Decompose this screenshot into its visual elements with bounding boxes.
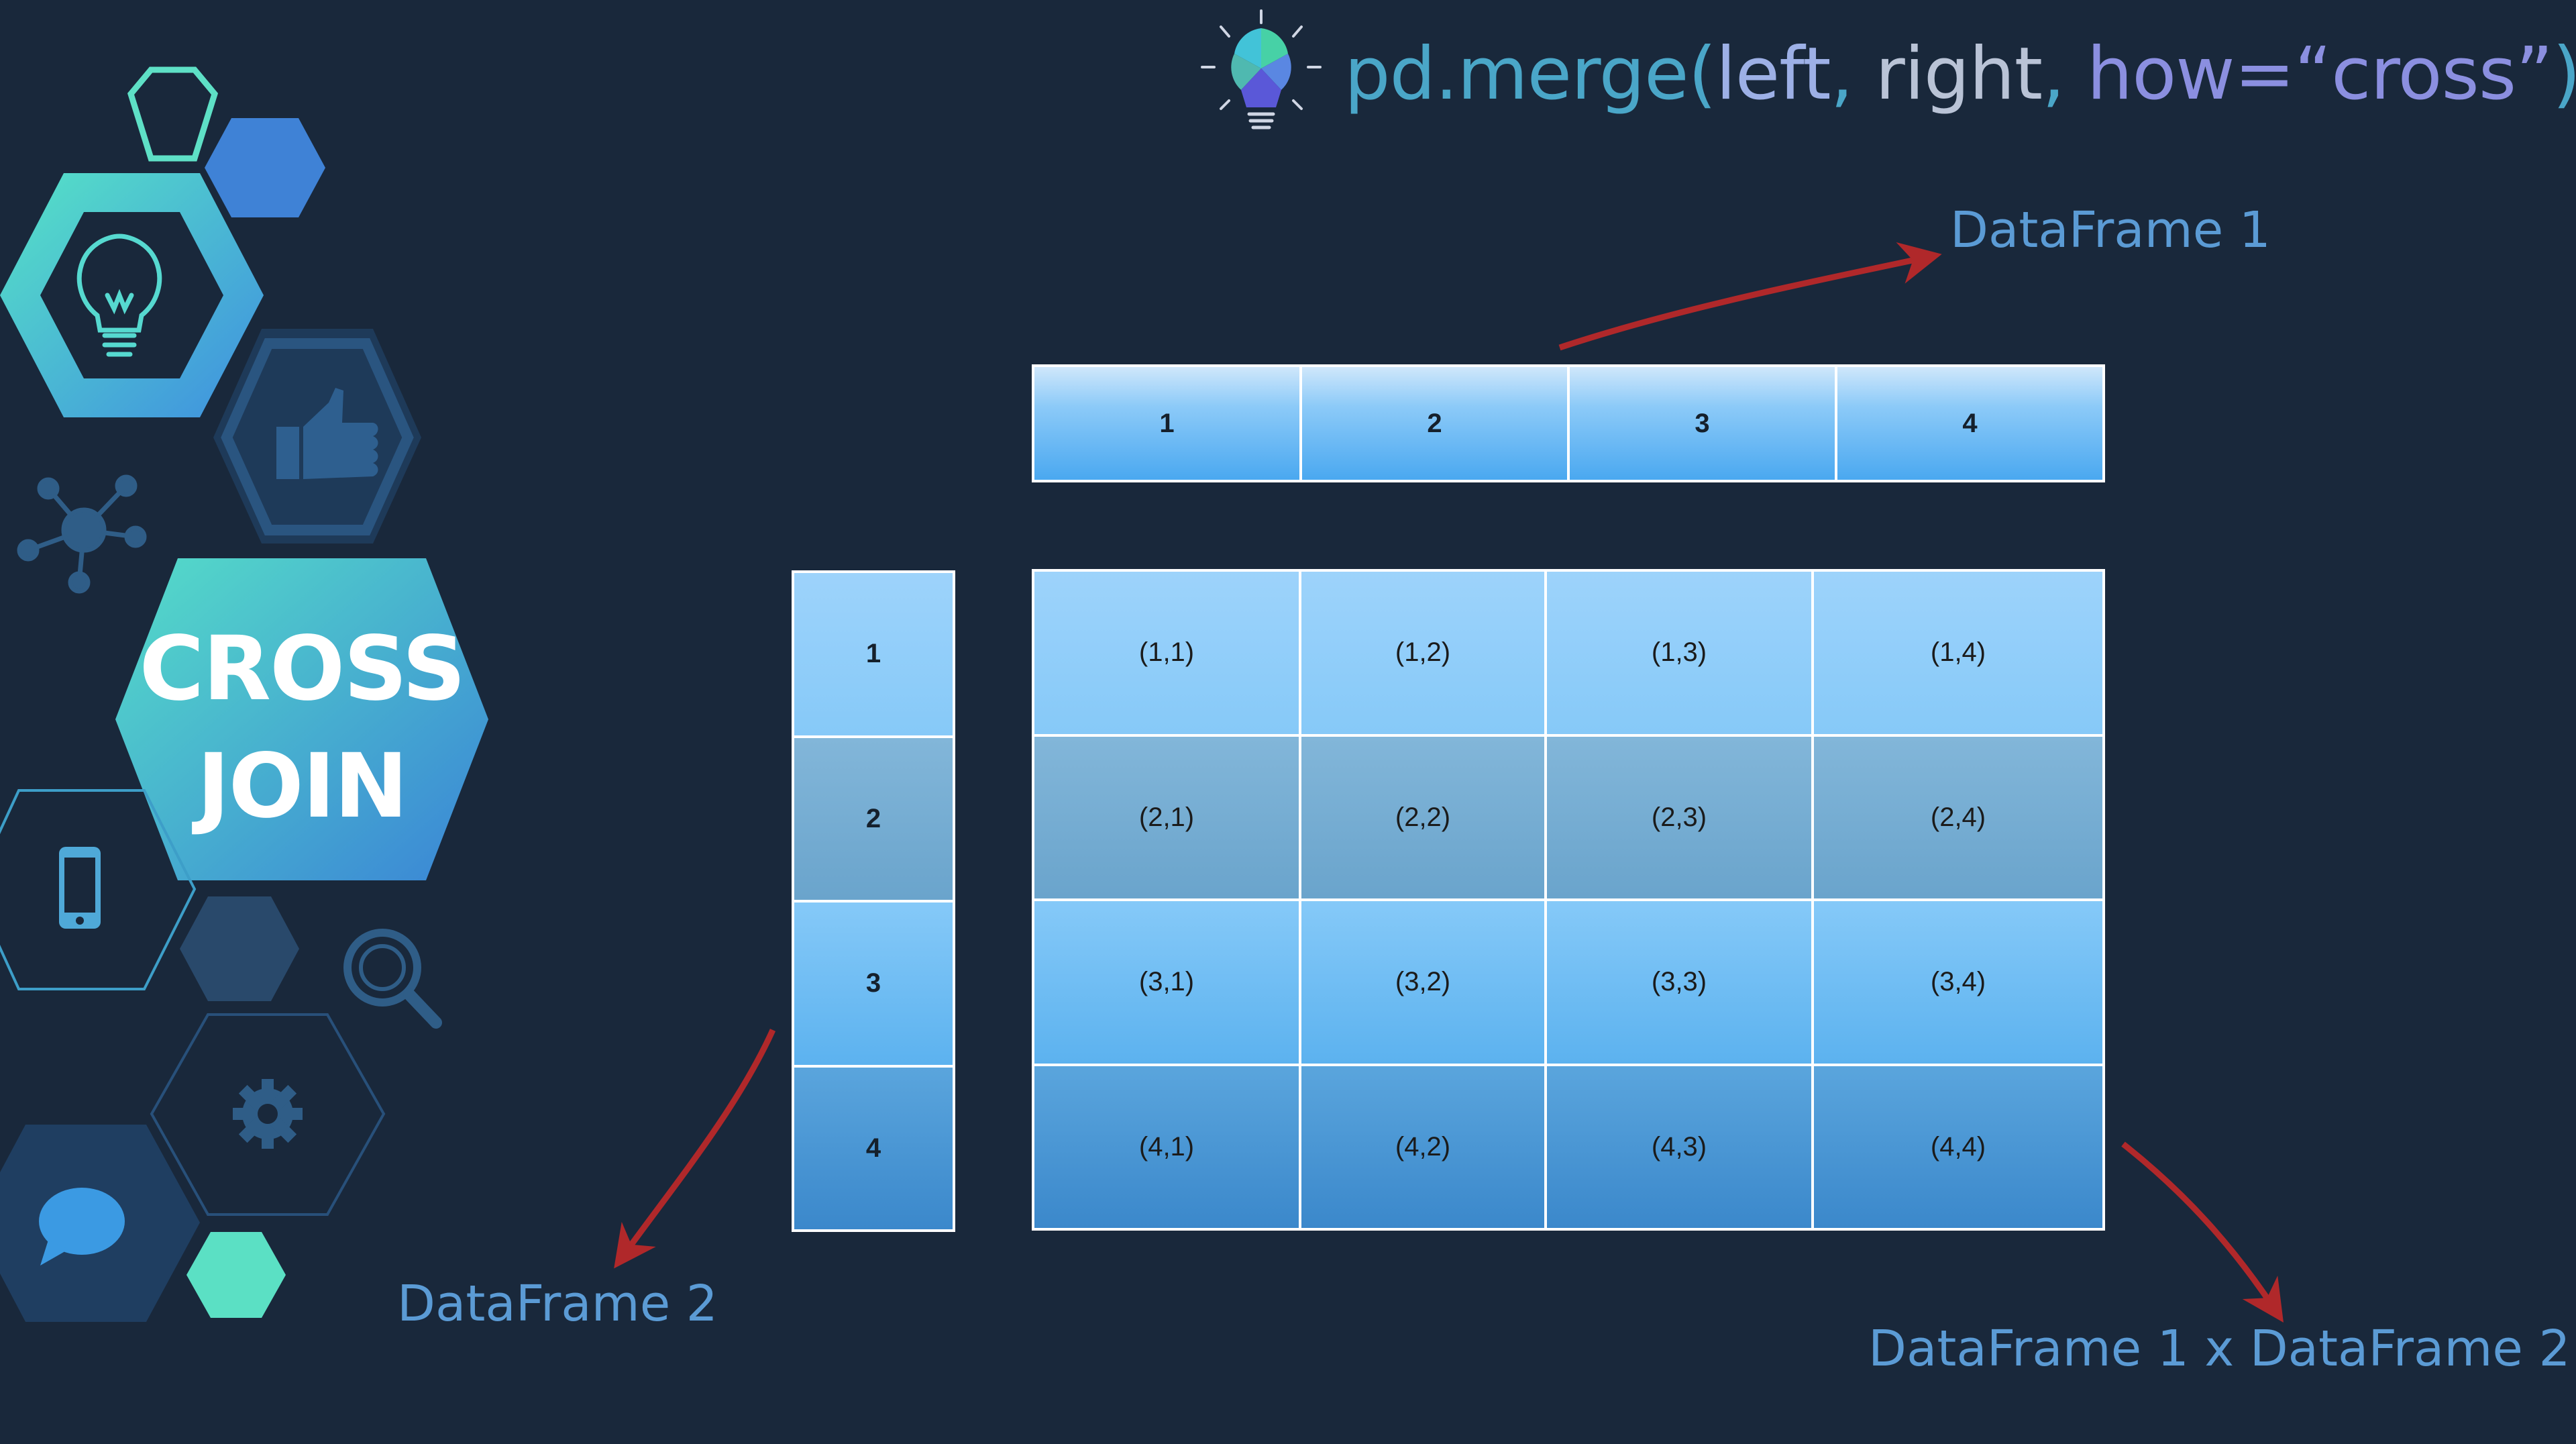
title-bar: pd.merge(left, right, how=“cross”) (1194, 9, 2576, 130)
result-cell: (2,4) (1811, 733, 2105, 901)
title-left: left (1715, 32, 1831, 116)
df2-cell: 1 (792, 570, 955, 738)
df2-cell: 3 (792, 900, 955, 1068)
result-cell: (2,3) (1544, 733, 1814, 901)
arrow-result (2121, 1141, 2284, 1323)
df2-cell: 4 (792, 1064, 955, 1232)
result-cell: (4,1) (1032, 1063, 1301, 1231)
title-text: pd.merge(left, right, how=“cross”) (1344, 32, 2576, 116)
magnifier-icon (343, 929, 442, 1029)
title-sep1: , (1830, 32, 1876, 116)
hexagon-decoration (0, 66, 488, 1322)
df2-cell: 2 (792, 735, 955, 902)
cross-join-result-table: (1,1) (1,2) (1,3) (1,4) (2,1) (2,2) (2,3… (1032, 569, 2105, 1231)
df1-cell: 1 (1032, 364, 1302, 482)
gear-icon (233, 1079, 303, 1149)
dataframe-1-table: 1 2 3 4 (1032, 364, 2105, 482)
cross-join-hex (115, 558, 488, 880)
label-dataframe-2: DataFrame 2 (397, 1275, 718, 1333)
result-cell: (3,1) (1032, 898, 1301, 1066)
result-cell: (3,2) (1299, 898, 1547, 1066)
small-dark-hex (180, 896, 299, 1001)
title-fn: pd.merge( (1344, 32, 1717, 116)
title-right: right (1875, 32, 2043, 116)
cross-join-line2: JOIN (197, 735, 409, 838)
cross-join-title: CROSS JOIN (107, 611, 496, 845)
thumbs-up-icon (276, 388, 378, 479)
result-cell: (1,2) (1299, 569, 1547, 737)
result-cell: (3,3) (1544, 898, 1814, 1066)
df1-cell: 2 (1299, 364, 1570, 482)
result-cell: (1,1) (1032, 569, 1301, 737)
cross-join-line1: CROSS (139, 617, 466, 721)
title-how: how=“cross” (2086, 32, 2553, 116)
result-cell: (2,1) (1032, 733, 1301, 901)
result-cell: (1,3) (1544, 569, 1814, 737)
phone-hex (0, 789, 197, 990)
result-cell: (4,4) (1811, 1063, 2105, 1231)
result-cell: (4,2) (1299, 1063, 1547, 1231)
small-teal-hex (186, 1232, 286, 1318)
arrow-dataframe-1 (1558, 242, 1942, 351)
chat-bubble-icon (39, 1188, 125, 1266)
smartphone-icon (59, 847, 101, 929)
label-dataframe-1: DataFrame 1 (1950, 201, 2271, 259)
label-result: DataFrame 1 x DataFrame 2 (1868, 1320, 2571, 1378)
result-cell: (2,2) (1299, 733, 1547, 901)
blue-hex (205, 118, 325, 217)
lightbulb-icon (76, 234, 162, 357)
title-sep2: , (2042, 32, 2087, 116)
small-hex-outline (127, 66, 219, 162)
df1-cell: 4 (1835, 364, 2105, 482)
result-cell: (3,4) (1811, 898, 2105, 1066)
lightbulb-logo-icon (1201, 9, 1322, 130)
gear-hex (150, 1013, 386, 1216)
result-cell: (4,3) (1544, 1063, 1814, 1231)
network-icon (17, 474, 147, 594)
title-close: ) (2553, 32, 2576, 116)
result-cell: (1,4) (1811, 569, 2105, 737)
dataframe-2-table: 1 2 3 4 (792, 570, 955, 1232)
df1-cell: 3 (1567, 364, 1837, 482)
arrow-dataframe-2 (614, 1029, 776, 1269)
